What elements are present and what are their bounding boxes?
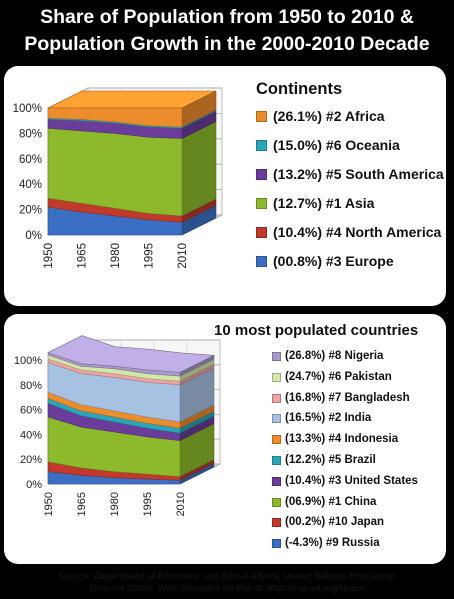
- countries-legend-label: (26.8%) #8 Nigeria: [285, 350, 384, 362]
- continents-legend-swatch: [256, 198, 267, 209]
- countries-legend-swatch: [272, 435, 281, 445]
- countries-legend-swatch: [272, 352, 281, 361]
- countries-legend-label: (12.2%) #5 Brazil: [285, 454, 376, 466]
- countries-legend-swatch: [272, 393, 281, 403]
- main-title: Share of Population from 1950 to 2010 & …: [4, 4, 450, 60]
- continents-legend-label: (00.8%) #3 Europe: [273, 253, 394, 269]
- continents-x-tick-label: 1980: [110, 243, 122, 269]
- continents-x-tick-label: 1995: [144, 243, 156, 269]
- countries-legend-swatch: [272, 539, 281, 549]
- continents-legend-swatch: [256, 169, 267, 180]
- source-line-1: Source: Department of Economic and Socia…: [57, 571, 397, 581]
- countries-x-tick-label: 1980: [109, 492, 121, 516]
- continents-legend-label: (15.0%) #6 Oceania: [273, 137, 400, 153]
- countries-legend-swatch: [272, 518, 281, 528]
- countries-x-tick-label: 2010: [175, 492, 187, 516]
- continents-legend-label: (10.4%) #4 North America: [273, 224, 442, 240]
- continents-legend-swatch: [256, 140, 267, 151]
- continents-legend-swatch: [256, 256, 267, 267]
- countries-series-area-10: [47, 352, 181, 377]
- continents-y-tick-label: 40%: [19, 179, 42, 191]
- countries-legend-label: (06.9%) #1 China: [285, 495, 377, 508]
- countries-y-tick-label: 100%: [14, 355, 42, 367]
- continents-panel: 0% 20% 40% 60% 80% 100% 1950 1965 1980 1995 2010 C…: [4, 66, 446, 306]
- continents-y-tick-label: 0%: [25, 230, 42, 242]
- source-note: Source: Department of Economic and Socia…: [10, 570, 444, 594]
- continents-legend-swatch: [256, 111, 267, 122]
- continents-y-tick-label: 80%: [19, 128, 42, 140]
- countries-legend-label: (13.3%) #4 Indonesia: [285, 433, 399, 446]
- continents-chart: 0% 20% 40% 60% 80% 100% 1950 1965 1980 1995 2010: [13, 87, 223, 269]
- countries-x-tick-label: 1950: [43, 492, 55, 516]
- continents-legend-label: (26.1%) #2 Africa: [273, 108, 385, 124]
- countries-legend-label: (10.4%) #3 United States: [285, 474, 418, 487]
- continents-y-tick-label: 100%: [13, 103, 42, 115]
- countries-legend-swatch: [272, 456, 281, 465]
- continents-y-tick-label: 20%: [19, 205, 42, 217]
- countries-y-tick-label: 80%: [20, 380, 42, 392]
- countries-legend-swatch: [272, 414, 281, 424]
- continents-legend-label: (12.7%) #1 Asia: [273, 195, 375, 211]
- countries-y-tick-label: 40%: [20, 429, 42, 441]
- countries-legend-label: (24.7%) #6 Pakistan: [285, 370, 392, 383]
- countries-chart: 0% 20% 40% 60% 80% 100% 1950 1965 1980 1995 2010: [14, 335, 221, 516]
- title-line-1: Share of Population from 1950 to 2010 &: [40, 6, 414, 28]
- countries-y-tick-label: 60%: [20, 405, 42, 417]
- countries-y-tick-label: 0%: [26, 479, 42, 491]
- countries-legend-label: (00.2%) #10 Japan: [285, 516, 385, 529]
- continents-x-tick-label: 1950: [43, 243, 55, 269]
- continents-chart-title: Continents: [256, 80, 343, 98]
- continents-legend-label: (13.2%) #5 South America: [273, 166, 444, 182]
- continents-legend-swatch: [256, 227, 267, 238]
- countries-legend-swatch: [272, 497, 281, 507]
- countries-legend-swatch: [272, 372, 281, 382]
- countries-legend-swatch: [272, 476, 281, 486]
- title-line-2: Population Growth in the 2000-2010 Decad…: [24, 33, 430, 55]
- continents-x-tick-label: 1965: [77, 243, 89, 269]
- countries-legend-label: (16.5%) #2 India: [285, 412, 372, 425]
- countries-panel: 0% 20% 40% 60% 80% 100% 1950 1965 1980 1995 2010 1…: [4, 314, 446, 564]
- countries-legend-label: (16.8%) #7 Bangladesh: [285, 391, 410, 404]
- countries-x-tick-label: 1965: [76, 492, 88, 516]
- countries-legend-label: (-4.3%) #9 Russia: [285, 537, 380, 550]
- countries-y-tick-label: 20%: [20, 454, 42, 466]
- continents-series-area-6: [47, 107, 183, 128]
- source-line-2: Division (2009). Web. available on line …: [89, 583, 365, 593]
- countries-x-tick-label: 1995: [142, 492, 154, 516]
- continents-y-tick-label: 60%: [19, 154, 42, 166]
- countries-chart-title: 10 most populated countries: [214, 322, 419, 339]
- continents-x-tick-label: 2010: [177, 243, 189, 269]
